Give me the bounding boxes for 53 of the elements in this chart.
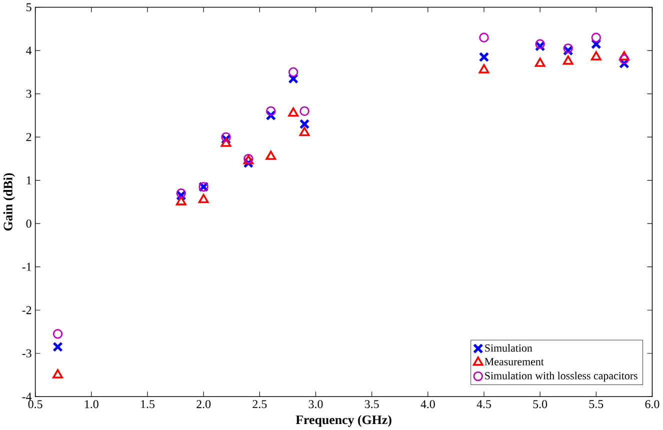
point: [176, 188, 186, 198]
point: [198, 194, 209, 204]
legend-label: Simulation with lossless capacitors: [485, 372, 638, 382]
x-tick-label: 4.5: [476, 400, 491, 408]
y-tick-label: 2: [26, 133, 32, 141]
x-tick-label: 0.5: [28, 400, 42, 408]
point: [300, 106, 310, 116]
point: [221, 132, 231, 142]
y-tick-label: 3: [26, 90, 32, 98]
y-tick-label: -3: [22, 349, 32, 358]
legend-label: Simulation: [485, 344, 532, 352]
point: [479, 32, 489, 42]
x-tick-label: 2.0: [196, 400, 211, 408]
point: [563, 43, 573, 54]
point: [562, 55, 574, 65]
point: [220, 138, 232, 147]
x-tick-label: 3.5: [364, 400, 379, 408]
x-tick-label: 6.0: [645, 400, 660, 408]
point: [52, 369, 63, 378]
x-tick-label: 1.0: [84, 400, 98, 408]
point: [478, 64, 490, 74]
y-tick-label: -1: [22, 262, 32, 271]
point: [52, 342, 63, 352]
point: [299, 126, 310, 136]
x-tick-label: 3.0: [308, 400, 323, 408]
point: [176, 196, 186, 206]
y-axis-title: Gain (dBi): [3, 173, 16, 231]
y-tick-label: 0: [26, 219, 32, 228]
x-tick-label: 1.5: [141, 400, 154, 408]
y-tick-label: 5: [26, 3, 32, 12]
point: [535, 39, 545, 49]
point: [288, 67, 298, 77]
x-axis-title: Frequency (GHz): [296, 415, 392, 427]
point: [299, 118, 310, 130]
x-tick-label: 4.0: [420, 400, 435, 408]
point: [52, 328, 63, 339]
y-tick-label: 4: [26, 46, 32, 54]
point: [266, 150, 276, 160]
point: [478, 52, 490, 62]
point: [591, 32, 602, 42]
point: [619, 54, 630, 64]
point: [618, 51, 630, 60]
y-tick-label: 1: [26, 176, 32, 184]
x-tick-label: 5.5: [589, 400, 604, 408]
y-tick-label: -4: [22, 392, 32, 400]
point: [288, 107, 298, 117]
point: [590, 51, 602, 60]
y-tick-label: -2: [22, 306, 32, 314]
point: [266, 106, 276, 116]
point: [534, 58, 546, 67]
legend-label: Measurement: [484, 358, 544, 366]
x-tick-label: 2.5: [252, 400, 267, 408]
x-tick-label: 5.0: [533, 400, 548, 408]
